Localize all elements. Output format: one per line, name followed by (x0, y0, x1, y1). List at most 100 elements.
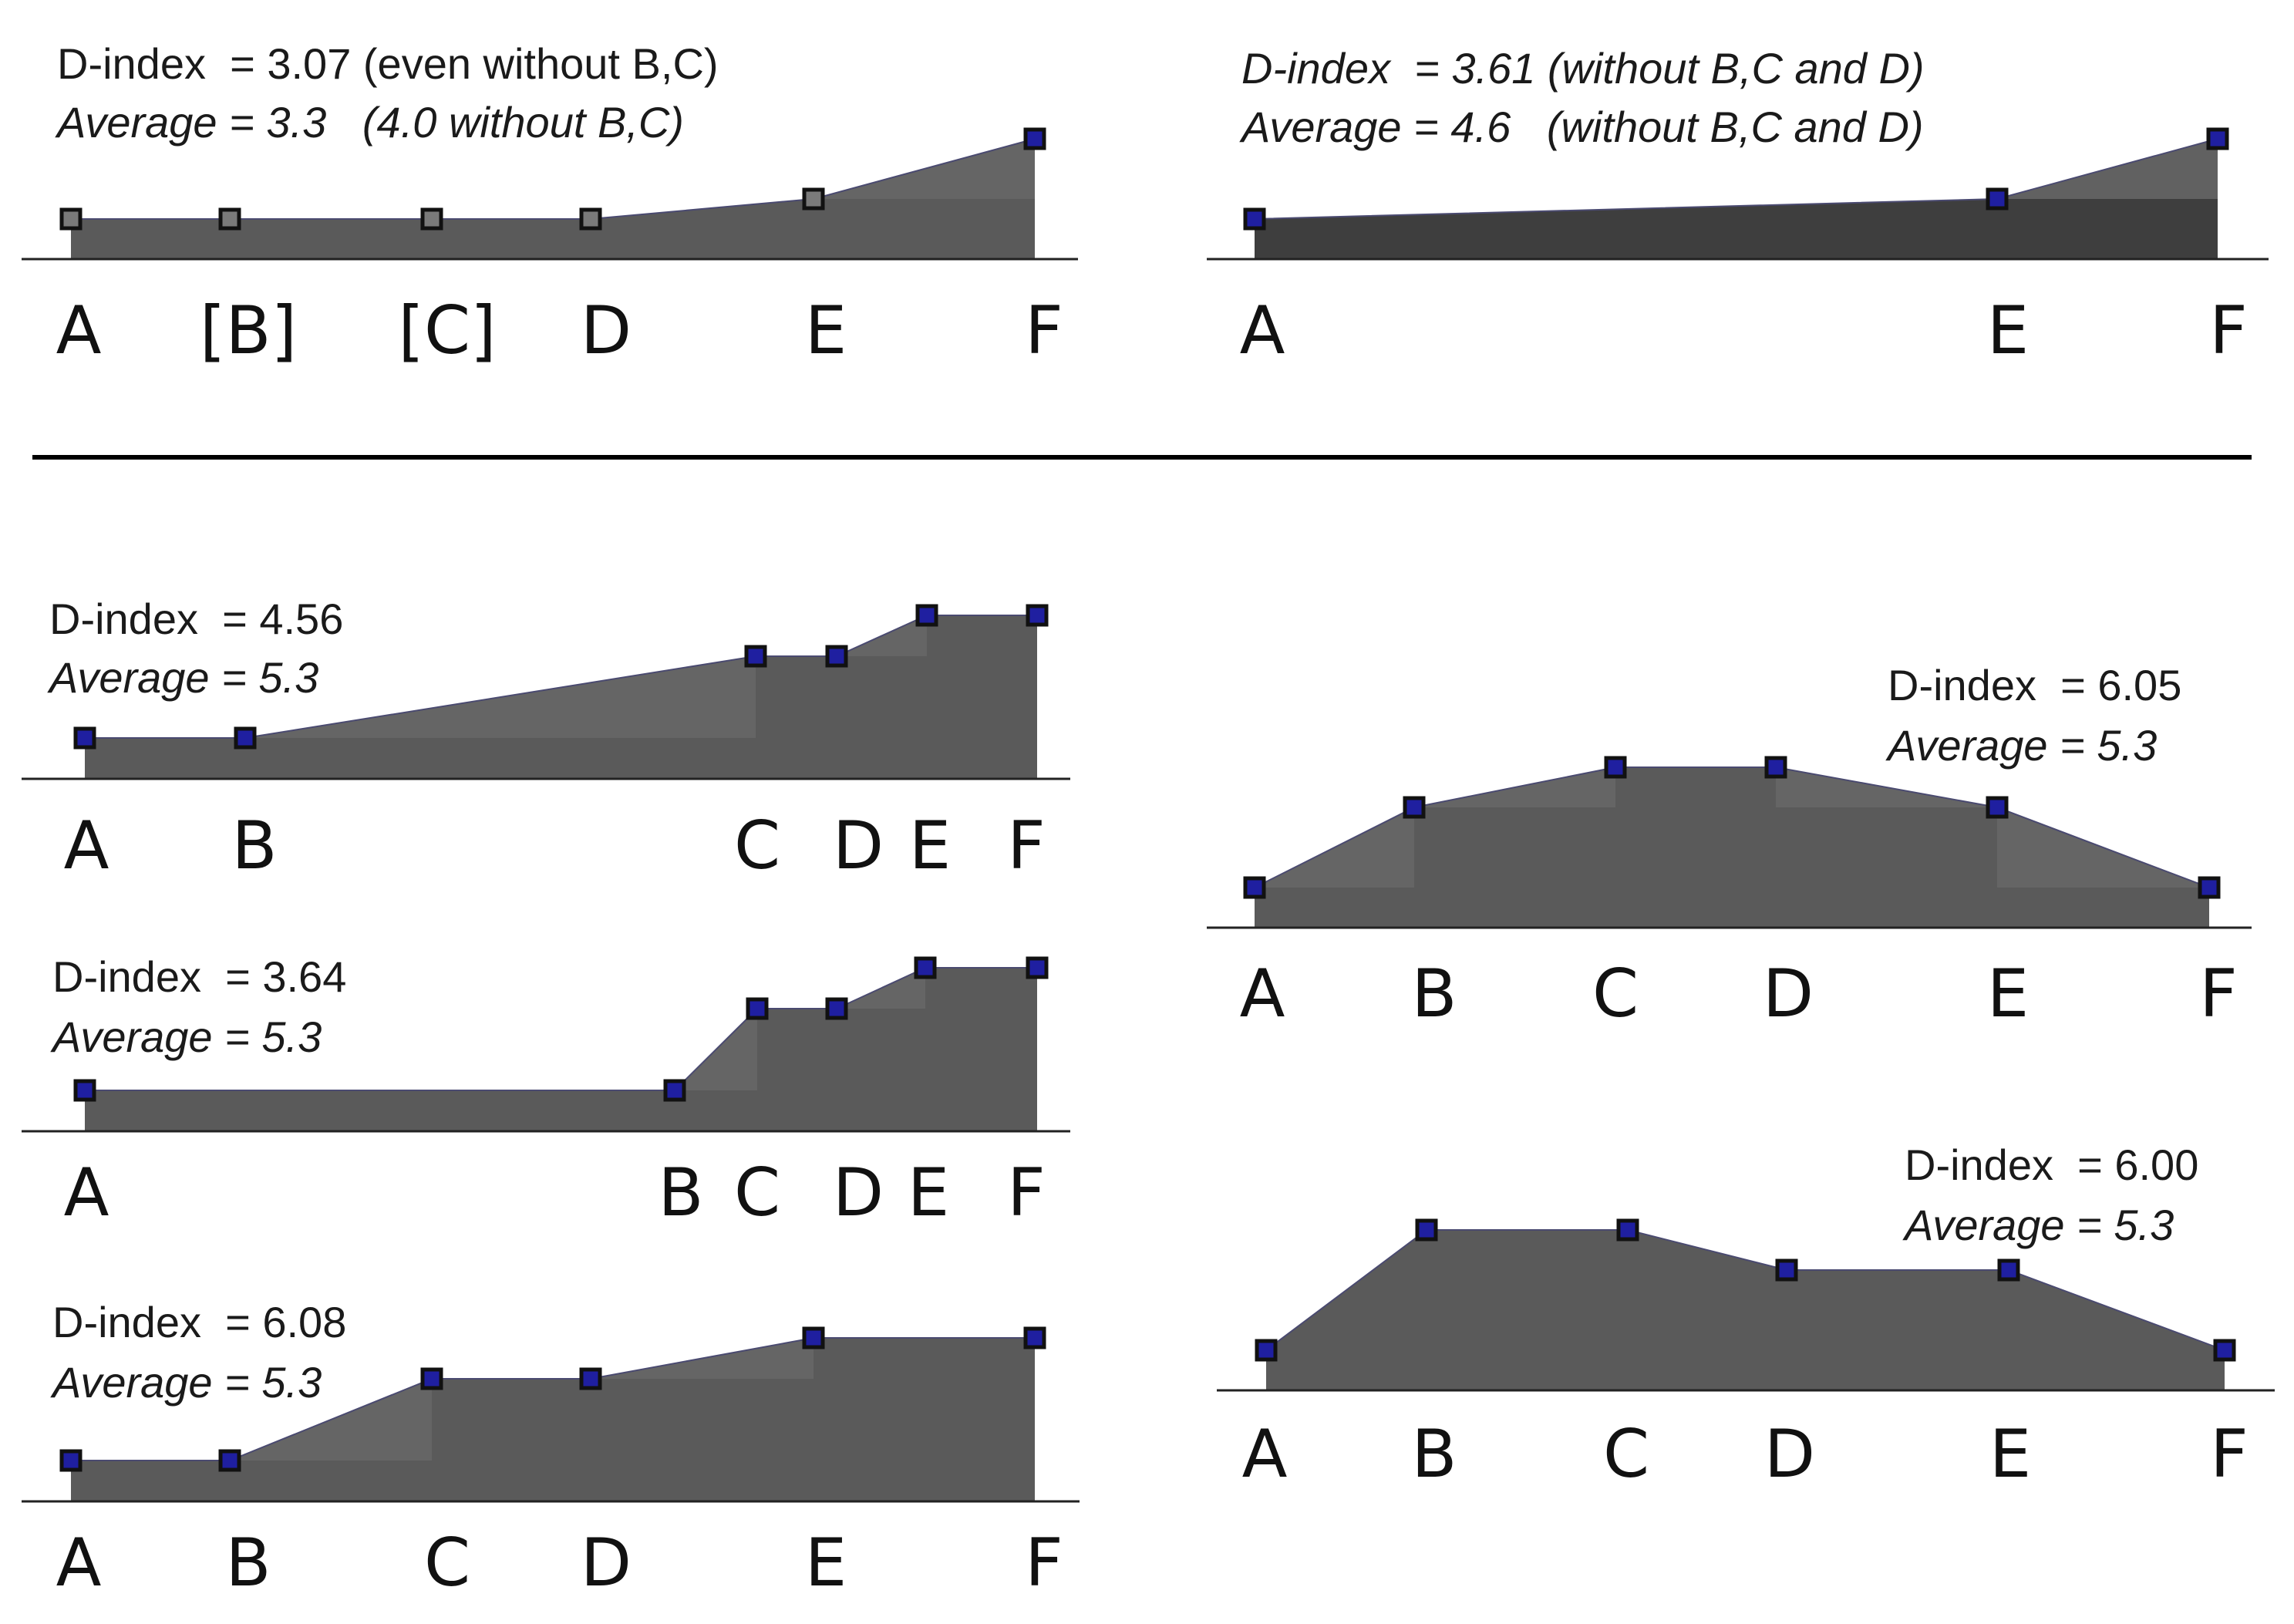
marker-D (825, 997, 848, 1020)
caption-d-index: D-index = 3.64 (52, 952, 346, 1001)
x-label-C: C (734, 807, 780, 884)
x-label-B: [B] (200, 292, 297, 369)
marker-B (234, 726, 257, 750)
caption-d-index: D-index = 6.00 (1905, 1141, 2198, 1189)
marker-F (2198, 876, 2221, 899)
x-label-E: E (805, 1525, 847, 1602)
marker-E (802, 187, 825, 211)
marker-E (915, 604, 938, 627)
caption-average: Average = 5.3 (50, 1358, 322, 1407)
x-label-E: E (1987, 292, 2029, 369)
x-label-D: D (1763, 955, 1814, 1033)
marker-F (1026, 604, 1049, 627)
marker-B (663, 1079, 686, 1102)
x-label-A: A (56, 1525, 102, 1602)
panel-top-right: A E F D-index = 3.61 (without B,C and D) Ave… (1207, 44, 2269, 369)
x-label-D: D (581, 1525, 632, 1602)
marker-D (1775, 1258, 1798, 1282)
marker-C (1604, 756, 1627, 779)
x-label-F: F (2210, 1416, 2248, 1493)
x-label-A: A (64, 1154, 109, 1231)
marker-A (59, 1449, 83, 1472)
marker-F (1023, 1326, 1046, 1349)
marker-E (1986, 796, 2009, 819)
x-label-E: E (1987, 955, 2029, 1033)
caption-average: Average = 4.6 (without B,C and D) (1239, 103, 1924, 151)
marker-B (1415, 1218, 1438, 1242)
x-label-D: D (833, 1154, 884, 1231)
marker-D (579, 207, 602, 231)
panel-right-upper: A B C D E F D-index = 6.05 Average = 5.3 (1207, 661, 2252, 1033)
marker-A (73, 726, 96, 750)
marker-E (1986, 187, 2009, 211)
marker-C (744, 645, 767, 668)
marker-F (1023, 127, 1046, 150)
marker-B (218, 207, 241, 231)
area-fill (71, 139, 1035, 259)
marker-A (1243, 876, 1266, 899)
panel-right-lower: A B C D E F D-index = 6.00 Average = 5.3 (1217, 1141, 2275, 1493)
marker-A (73, 1079, 96, 1102)
caption-d-index: D-index = 3.07 (even without B,C) (57, 39, 719, 88)
x-label-F: F (2209, 292, 2247, 369)
x-label-C: C (424, 1525, 470, 1602)
x-label-F: F (1025, 1525, 1063, 1602)
marker-F (2213, 1339, 2236, 1362)
x-label-E: E (1989, 1416, 2031, 1493)
marker-F (2206, 127, 2229, 150)
caption-average: Average = 3.3 (4.0 without B,C) (55, 98, 684, 147)
x-label-F: F (1007, 807, 1045, 884)
series-line (1265, 1229, 2225, 1351)
marker-A (59, 207, 83, 231)
x-label-A: A (56, 292, 102, 369)
x-label-D: D (581, 292, 632, 369)
panel-mid-left-2: A B C D E F D-index = 3.64 Average = 5.3 (22, 952, 1070, 1231)
caption-average: Average = 5.3 (47, 653, 318, 702)
panel-top-left: A [B] [C] D E F D-index = 3.07 (even without B… (22, 39, 1078, 369)
marker-F (1026, 956, 1049, 979)
x-label-F: F (1025, 292, 1063, 369)
marker-D (825, 645, 848, 668)
panel-mid-left-1: A B C D E F D-index = 4.56 Average = 5.3 (22, 595, 1070, 884)
caption-d-index: D-index = 3.61 (without B,C and D) (1241, 44, 1925, 93)
x-label-E: E (909, 807, 951, 884)
x-label-B: B (1412, 955, 1457, 1033)
caption-average: Average = 5.3 (1902, 1201, 2174, 1249)
marker-C (420, 207, 443, 231)
x-label-B: B (1412, 1416, 1457, 1493)
x-label-C: C (734, 1154, 780, 1231)
caption-d-index: D-index = 4.56 (49, 595, 343, 643)
marker-C (420, 1367, 443, 1390)
series-line (71, 138, 1036, 220)
area-fill (1255, 139, 2218, 259)
x-label-D: D (833, 807, 884, 884)
marker-B (218, 1449, 241, 1472)
x-label-B: B (232, 807, 278, 884)
x-label-C: [C] (398, 292, 496, 369)
x-label-B: B (226, 1525, 271, 1602)
series-line (71, 1337, 1035, 1461)
marker-D (579, 1367, 602, 1390)
x-label-E: E (805, 292, 847, 369)
marker-E (1997, 1258, 2020, 1282)
x-label-C: C (1603, 1416, 1649, 1493)
caption-average: Average = 5.3 (1885, 721, 2157, 770)
marker-A (1243, 207, 1266, 231)
x-label-B: B (659, 1154, 704, 1231)
caption-average: Average = 5.3 (50, 1012, 322, 1061)
marker-D (1764, 756, 1787, 779)
marker-E (914, 956, 937, 979)
series-line (1254, 767, 2210, 888)
x-label-D: D (1764, 1416, 1815, 1493)
series-line (85, 615, 1037, 739)
x-label-E: E (908, 1154, 949, 1231)
x-label-F: F (2199, 955, 2237, 1033)
x-label-C: C (1592, 955, 1639, 1033)
x-label-A: A (64, 807, 109, 884)
marker-E (802, 1326, 825, 1349)
x-label-F: F (1007, 1154, 1045, 1231)
marker-C (1616, 1218, 1639, 1242)
marker-C (746, 997, 769, 1020)
caption-d-index: D-index = 6.05 (1888, 661, 2181, 709)
